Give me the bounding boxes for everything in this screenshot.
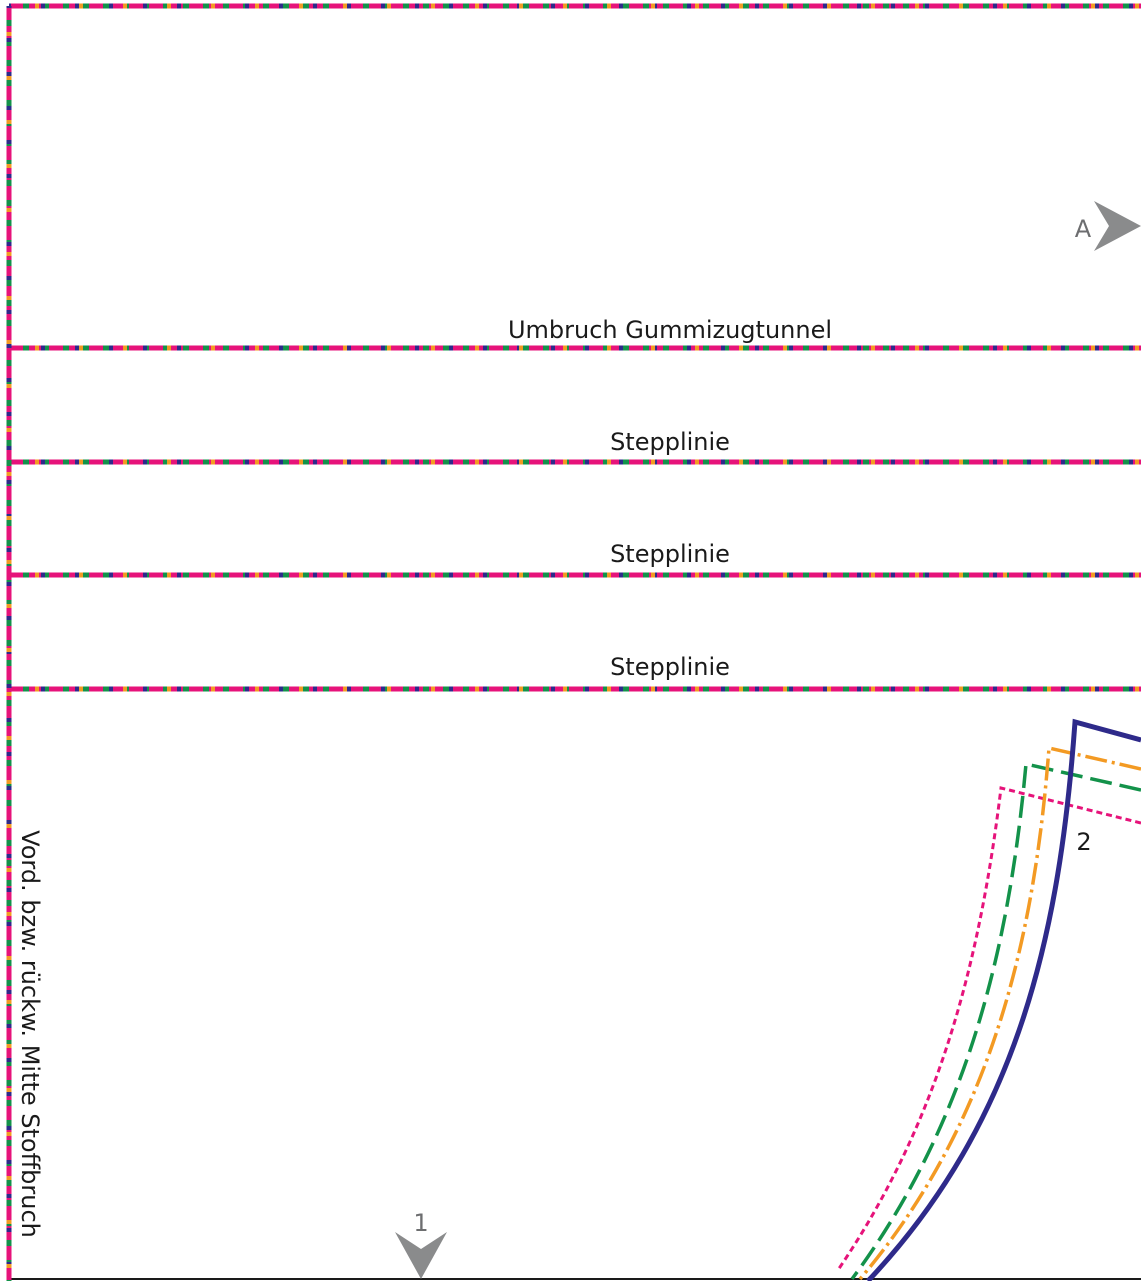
marker-a-label: A: [1075, 215, 1092, 243]
size-line-navy: [866, 718, 1141, 1281]
marker-2-label: 2: [1076, 828, 1091, 856]
stitch-line-label-3: Stepplinie: [610, 653, 730, 681]
notch-arrow-down-icon: [395, 1232, 447, 1279]
size-line-orange: [858, 745, 1141, 1281]
marker-1-label: 1: [413, 1209, 428, 1237]
stitch-line-label-1: Stepplinie: [610, 428, 730, 456]
stitch-line-label-2: Stepplinie: [610, 540, 730, 568]
center-fold-label: Vord. bzw. rückw. Mitte Stoffbruch: [16, 830, 44, 1238]
size-line-green: [850, 761, 1141, 1281]
size-line-magenta: [836, 786, 1141, 1271]
notch-arrow-right-icon: [1094, 201, 1141, 251]
fold-line-label: Umbruch Gummizugtunnel: [508, 316, 832, 344]
